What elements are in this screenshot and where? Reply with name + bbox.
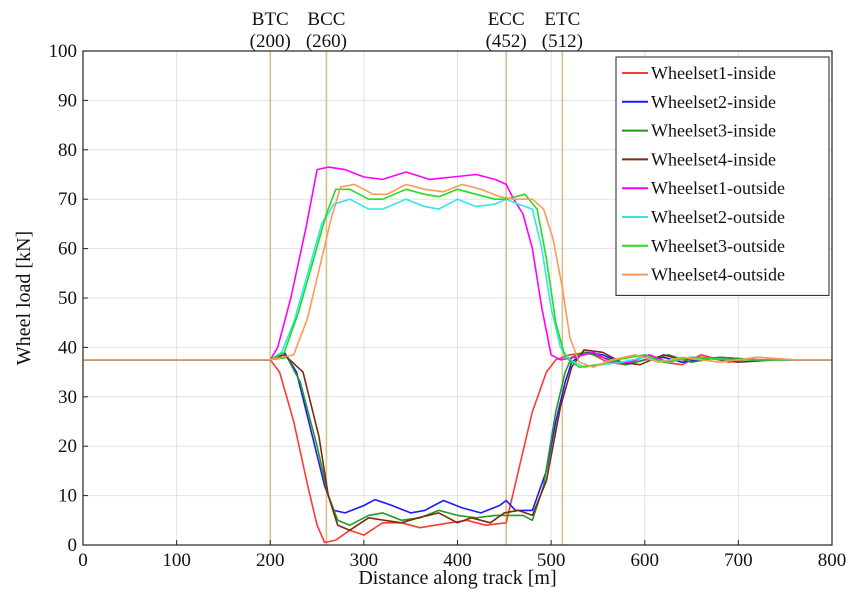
x-tick-label: 300: [350, 550, 379, 571]
x-tick-label: 600: [631, 550, 660, 571]
marker-name: BTC: [252, 9, 289, 30]
tick-labels: 0 100 200 300 400 500 600 700 800 0 10 20 30 40 50 60 70…: [49, 41, 847, 571]
y-axis-label: Wheel load [kN]: [13, 231, 35, 365]
marker-name: ECC: [488, 9, 525, 30]
marker-name: ETC: [544, 9, 580, 30]
y-tick-label: 20: [58, 436, 77, 457]
y-tick-label: 100: [49, 41, 78, 62]
x-tick-label: 400: [443, 550, 472, 571]
x-tick-label: 0: [78, 550, 88, 571]
legend: Wheelset1-inside Wheelset2-inside Wheelset…: [615, 56, 830, 296]
legend-box: [615, 56, 830, 296]
y-tick-label: 30: [58, 387, 77, 408]
series-line: [83, 166, 832, 363]
series-lines: [83, 166, 832, 544]
y-tick-label: 50: [58, 288, 77, 309]
series-line: [83, 351, 832, 544]
legend-label: Wheelset3-inside: [651, 121, 776, 141]
y-tick-label: 10: [58, 486, 77, 507]
x-tick-label: 800: [818, 550, 847, 571]
x-axis-label: Distance along track [m]: [358, 567, 556, 589]
series-line: [83, 198, 832, 368]
legend-label: Wheelset1-outside: [651, 178, 785, 198]
y-tick-label: 60: [58, 239, 77, 260]
legend-label: Wheelset2-outside: [651, 207, 785, 227]
legend-label: Wheelset3-outside: [651, 236, 785, 256]
y-tick-label: 80: [58, 140, 77, 161]
x-tick-label: 200: [256, 550, 285, 571]
legend-label: Wheelset4-inside: [651, 149, 776, 169]
legend-label: Wheelset4-outside: [651, 265, 785, 285]
legend-label: Wheelset1-inside: [651, 63, 776, 83]
y-tick-label: 0: [68, 535, 78, 556]
x-tick-label: 100: [162, 550, 191, 571]
marker-value: (260): [306, 31, 347, 52]
legend-label: Wheelset2-inside: [651, 92, 776, 112]
series-line: [83, 188, 832, 368]
track-markers: BTC(200) BCC(260) ECC(452) ETC(512): [250, 9, 583, 545]
marker-value: (200): [250, 31, 291, 52]
x-tick-label: 500: [537, 550, 566, 571]
marker-value: (512): [542, 31, 583, 52]
marker-value: (452): [486, 31, 527, 52]
series-line: [83, 349, 832, 531]
marker-name: BCC: [307, 9, 345, 30]
series-line: [83, 183, 832, 368]
y-tick-label: 40: [58, 337, 77, 358]
y-tick-label: 90: [58, 90, 77, 111]
y-tick-label: 70: [58, 189, 77, 210]
x-tick-label: 700: [724, 550, 753, 571]
